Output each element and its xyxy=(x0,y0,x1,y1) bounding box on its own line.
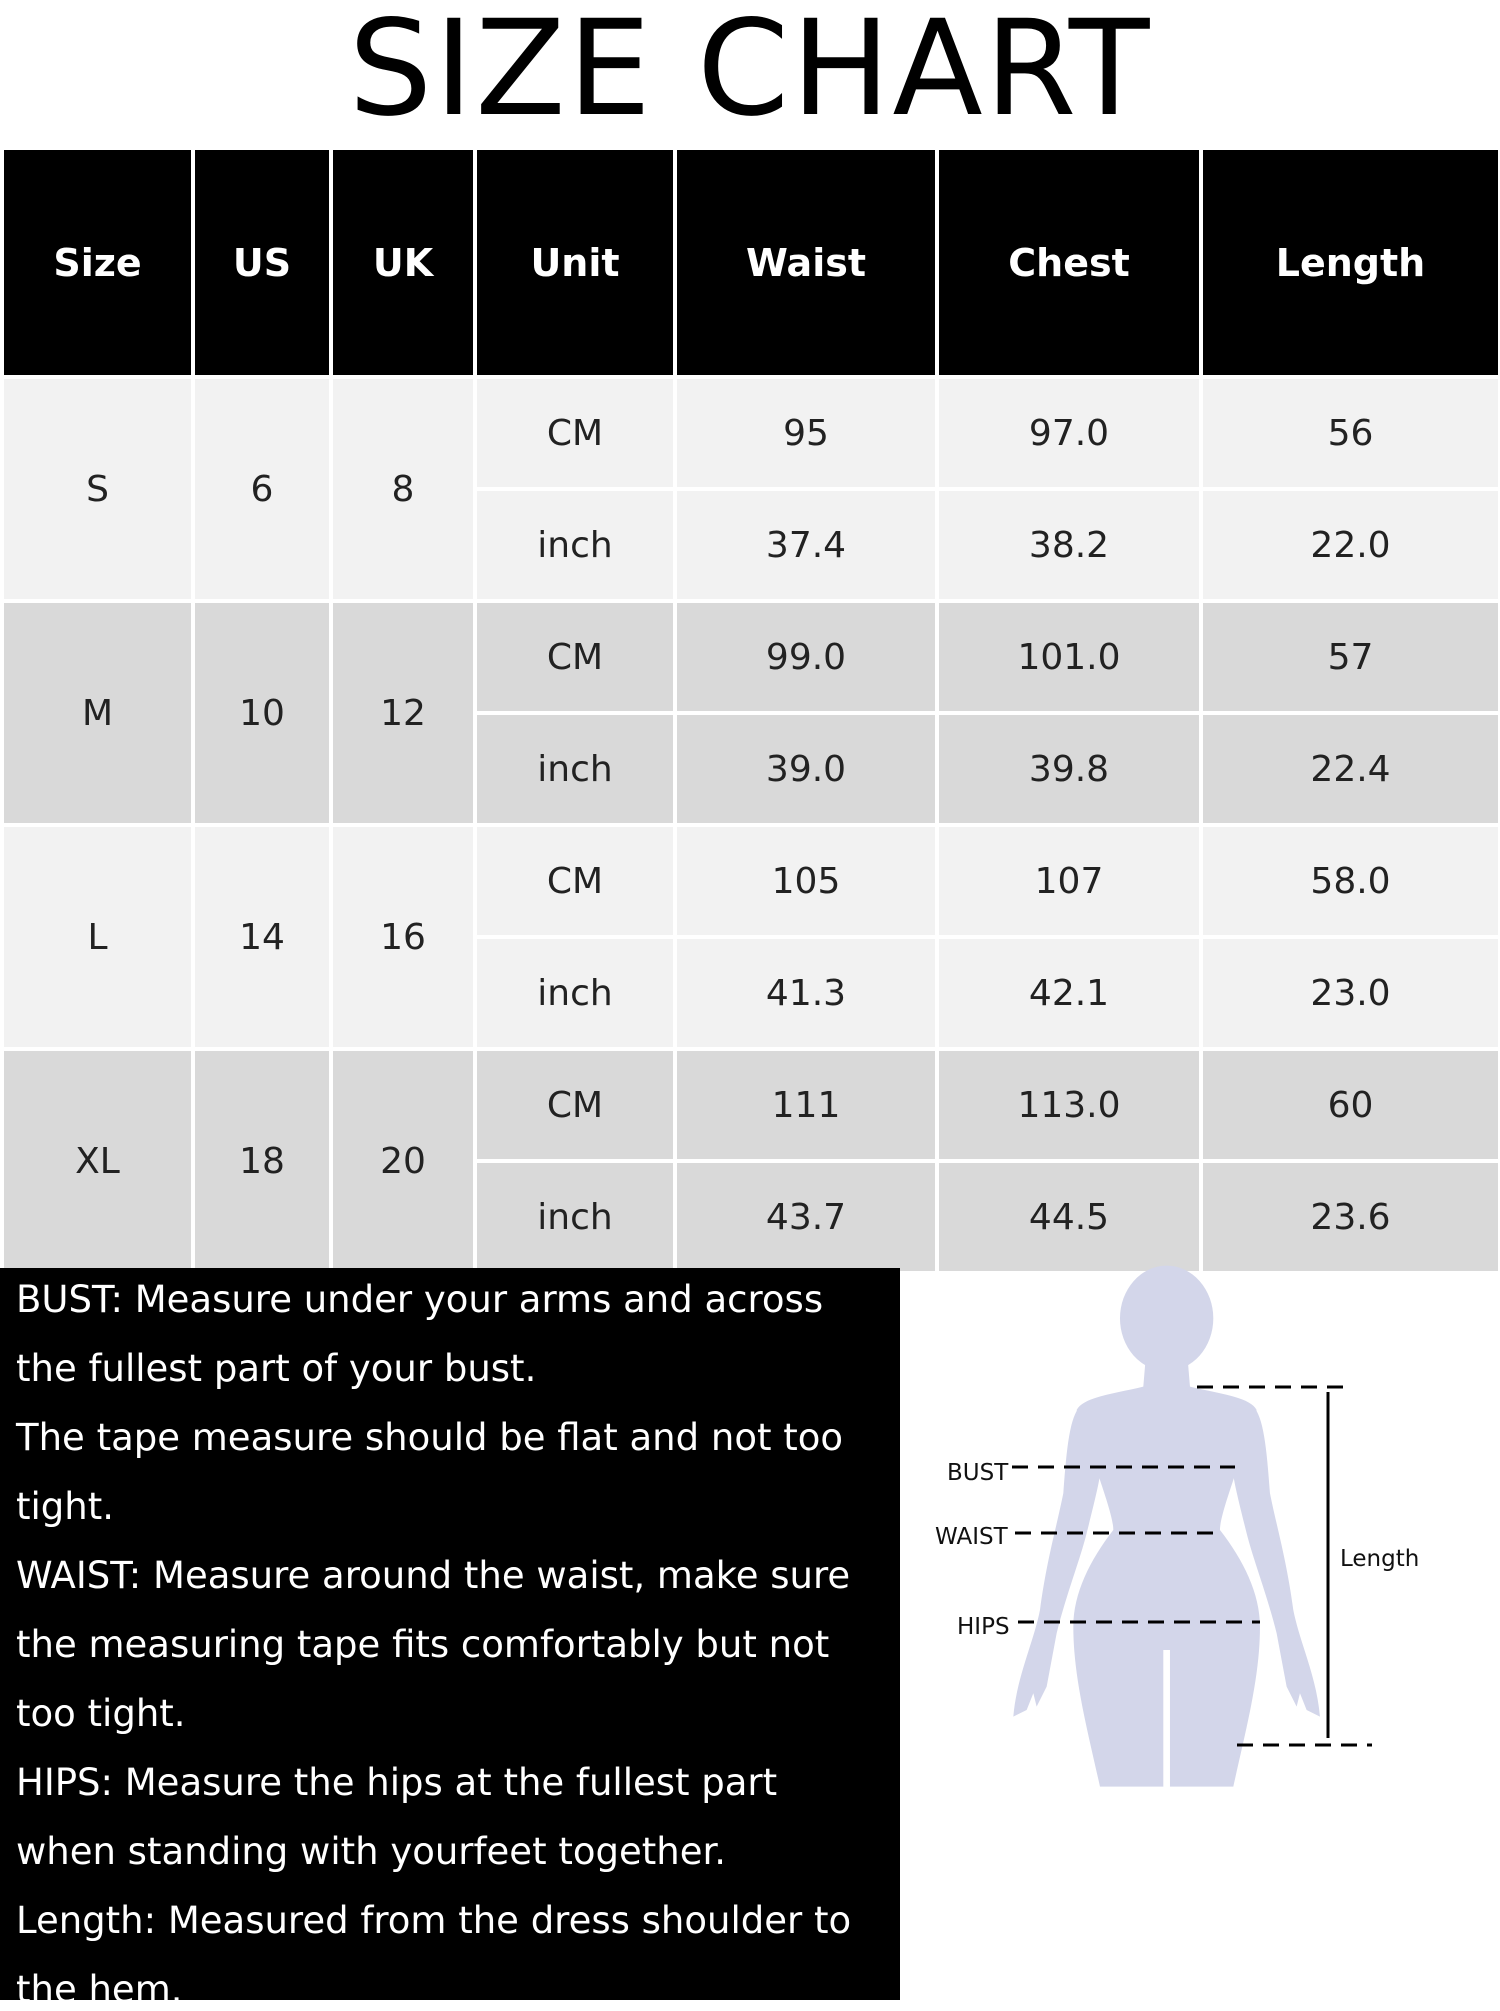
waist-cm-cell: 95 xyxy=(677,379,935,487)
waist-cm-cell: 105 xyxy=(677,827,935,935)
instruction-line: WAIST: Measure around the waist, make su… xyxy=(16,1554,851,1597)
header-waist: Waist xyxy=(677,150,935,375)
measurement-instructions: BUST: Measure under your arms and across… xyxy=(0,1268,900,2010)
header-size: Size xyxy=(4,150,191,375)
instruction-line: BUST: Measure under your arms and across xyxy=(16,1278,824,1321)
size-cell: XL xyxy=(4,1051,191,1271)
unit-cell: CM xyxy=(477,1051,673,1159)
length-label: Length xyxy=(1340,1546,1419,1572)
unit-cell: inch xyxy=(477,939,673,1047)
length-cm-cell: 58.0 xyxy=(1203,827,1498,935)
length-inch-cell: 23.6 xyxy=(1203,1163,1498,1271)
chest-cm-cell: 97.0 xyxy=(939,379,1199,487)
chest-cm-cell: 101.0 xyxy=(939,603,1199,711)
unit-cell: CM xyxy=(477,827,673,935)
instruction-line: the measuring tape fits comfortably but … xyxy=(16,1623,830,1666)
instruction-line: the fullest part of your bust. xyxy=(16,1347,537,1390)
uk-size-cell: 8 xyxy=(333,379,473,599)
instruction-line: Length: Measured from the dress shoulder… xyxy=(16,1899,852,1942)
unit-cell: inch xyxy=(477,1163,673,1271)
uk-size-cell: 12 xyxy=(333,603,473,823)
unit-cell: inch xyxy=(477,491,673,599)
unit-cell: CM xyxy=(477,603,673,711)
uk-size-cell: 16 xyxy=(333,827,473,1047)
chest-inch-cell: 44.5 xyxy=(939,1163,1199,1271)
us-size-cell: 10 xyxy=(195,603,329,823)
size-cell: S xyxy=(4,379,191,599)
instruction-line: the hem. xyxy=(16,1968,183,2011)
page-title: SIZE CHART xyxy=(348,0,1152,146)
waist-cm-cell: 111 xyxy=(677,1051,935,1159)
hips-label: HIPS xyxy=(957,1614,1010,1640)
unit-cell: inch xyxy=(477,715,673,823)
waist-inch-cell: 43.7 xyxy=(677,1163,935,1271)
uk-size-cell: 20 xyxy=(333,1051,473,1271)
waist-inch-cell: 39.0 xyxy=(677,715,935,823)
length-cm-cell: 60 xyxy=(1203,1051,1498,1159)
length-inch-cell: 22.0 xyxy=(1203,491,1498,599)
instruction-line: when standing with yourfeet together. xyxy=(16,1830,727,1873)
waist-label: WAIST xyxy=(935,1524,1009,1550)
length-cm-cell: 56 xyxy=(1203,379,1498,487)
size-table: Size US UK Unit Waist Chest Length S 6 8 CM 95 97.0 5… xyxy=(4,150,1498,1271)
header-length: Length xyxy=(1203,150,1498,375)
bust-label: BUST xyxy=(947,1460,1009,1486)
us-size-cell: 14 xyxy=(195,827,329,1047)
chest-cm-cell: 107 xyxy=(939,827,1199,935)
instruction-line: The tape measure should be flat and not … xyxy=(16,1416,844,1459)
instruction-line: tight. xyxy=(16,1485,114,1528)
us-size-cell: 18 xyxy=(195,1051,329,1271)
size-cell: L xyxy=(4,827,191,1047)
chest-inch-cell: 39.8 xyxy=(939,715,1199,823)
header-uk: UK xyxy=(333,150,473,375)
body-silhouette xyxy=(1013,1265,1320,1787)
waist-cm-cell: 99.0 xyxy=(677,603,935,711)
size-cell: M xyxy=(4,603,191,823)
waist-inch-cell: 41.3 xyxy=(677,939,935,1047)
length-cm-cell: 57 xyxy=(1203,603,1498,711)
unit-cell: CM xyxy=(477,379,673,487)
length-inch-cell: 23.0 xyxy=(1203,939,1498,1047)
length-inch-cell: 22.4 xyxy=(1203,715,1498,823)
us-size-cell: 6 xyxy=(195,379,329,599)
chest-cm-cell: 113.0 xyxy=(939,1051,1199,1159)
header-chest: Chest xyxy=(939,150,1199,375)
chest-inch-cell: 42.1 xyxy=(939,939,1199,1047)
instruction-line: HIPS: Measure the hips at the fullest pa… xyxy=(16,1761,778,1804)
header-us: US xyxy=(195,150,329,375)
instruction-line: too tight. xyxy=(16,1692,186,1735)
header-unit: Unit xyxy=(477,150,673,375)
waist-inch-cell: 37.4 xyxy=(677,491,935,599)
chest-inch-cell: 38.2 xyxy=(939,491,1199,599)
